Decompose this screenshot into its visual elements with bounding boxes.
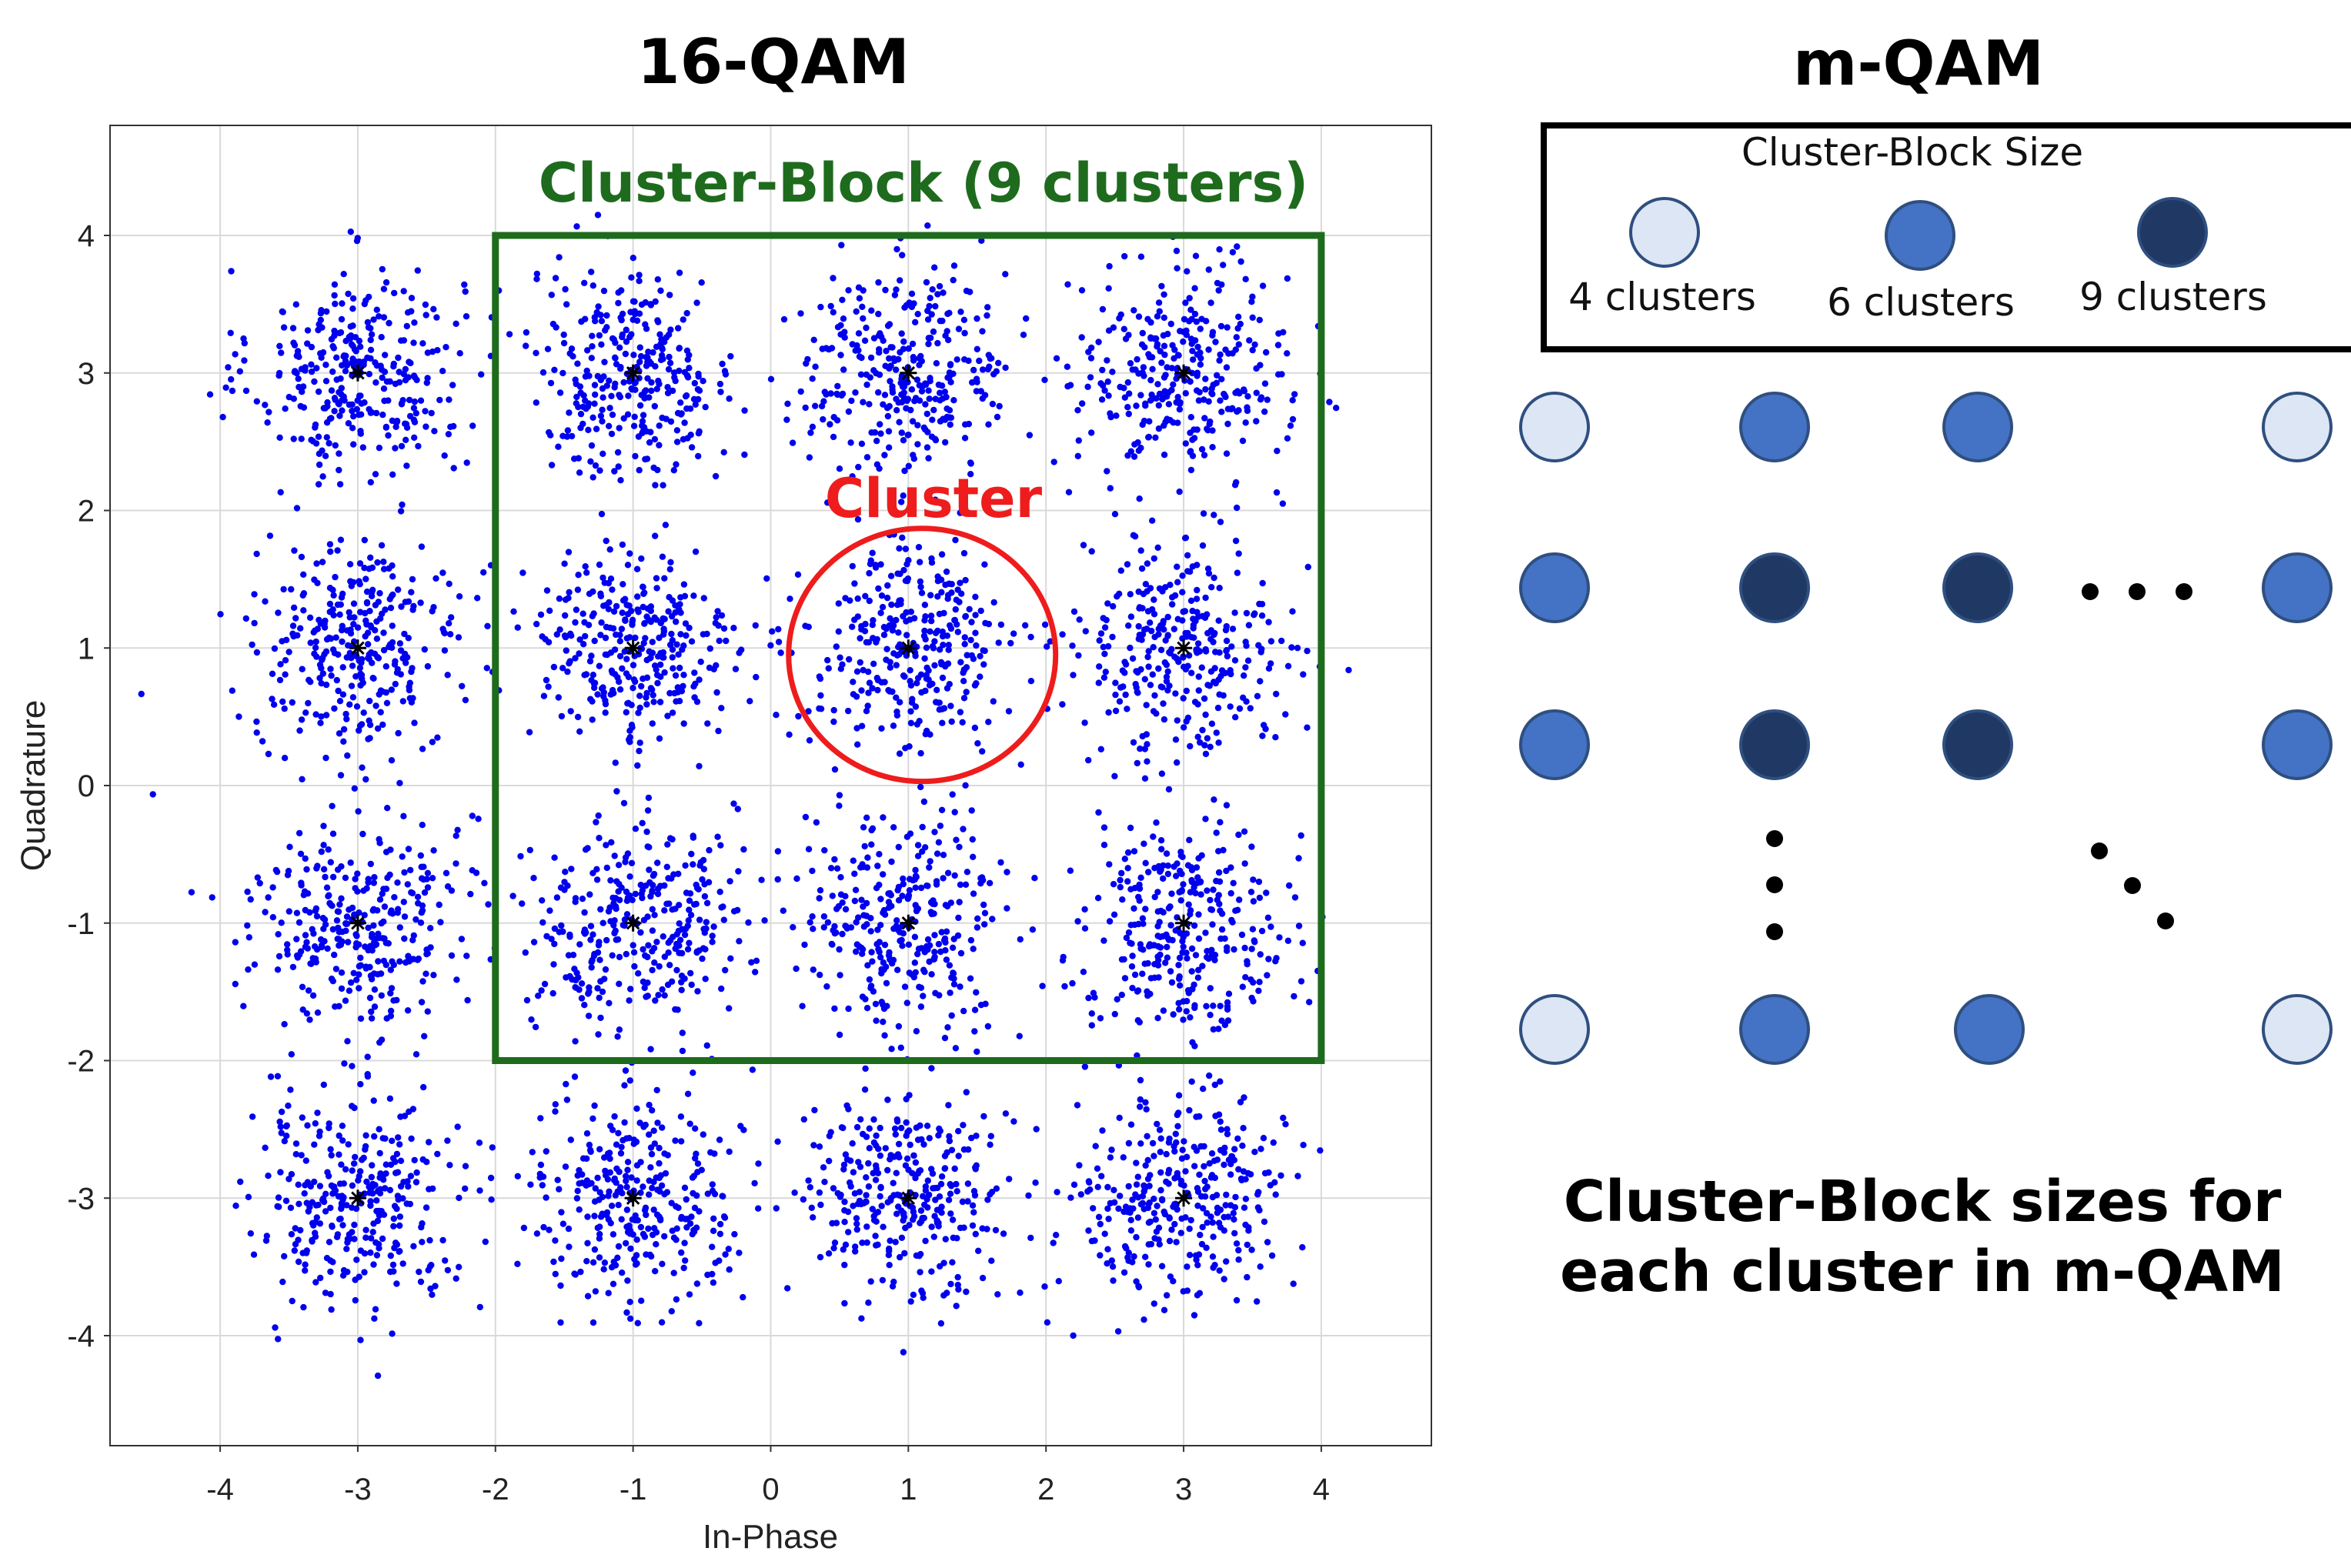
y-tick-label: -1	[67, 907, 95, 941]
x-tick-label: 0	[762, 1473, 779, 1506]
ellipsis-dot	[1766, 876, 1783, 893]
y-tick-label: 1	[78, 632, 95, 666]
y-tick-label: -4	[67, 1319, 95, 1353]
mqam-cluster-6-clusters	[2262, 709, 2333, 780]
constellation-point	[1175, 639, 1193, 657]
mqam-cluster-6-clusters	[1739, 392, 1810, 462]
mqam-cluster-4-clusters	[1519, 994, 1590, 1065]
ellipsis-dot	[2176, 583, 2192, 600]
scatter-plot: -4 -3 -2 -1 0 1 2 3 4 -4 -3 -2 -1 0 1 2 3 4	[67, 125, 1432, 1506]
continuation-dots	[1766, 583, 2192, 940]
legend: Cluster-Block Size 4 clusters 6 clusters…	[1541, 122, 2351, 352]
constellation-markers	[349, 364, 1193, 1207]
ellipsis-dot	[2091, 842, 2108, 859]
legend-title: Cluster-Block Size	[1742, 130, 2083, 175]
mqam-cluster-4-clusters	[2262, 392, 2333, 462]
ellipsis-dot	[2082, 583, 2099, 600]
constellation-point	[349, 364, 366, 382]
constellation-point	[624, 364, 642, 382]
ellipsis-dot	[1766, 923, 1783, 940]
mqam-cluster-6-clusters	[1519, 552, 1590, 623]
constellation-point	[1175, 1189, 1193, 1207]
x-tick-label: -4	[206, 1473, 234, 1506]
legend-label-6-clusters: 6 clusters	[1827, 280, 2015, 325]
y-tick-label: 3	[78, 357, 95, 391]
constellation-point	[349, 1189, 366, 1207]
legend-label-9-clusters: 9 clusters	[2079, 275, 2267, 319]
mqam-cluster-4-clusters	[1519, 392, 1590, 462]
constellation-point	[900, 639, 917, 657]
legend-swatch-9-clusters	[2137, 197, 2208, 268]
ellipsis-dot	[1766, 830, 1783, 847]
mqam-cluster-6-clusters	[1942, 392, 2013, 462]
mqam-cluster-9-clusters	[1942, 552, 2013, 623]
mqam-cluster-6-clusters	[1954, 994, 2025, 1065]
x-tick-label: 1	[900, 1473, 917, 1506]
ellipsis-dot	[2129, 583, 2146, 600]
constellation-point	[624, 914, 642, 932]
mqam-cluster-9-clusters	[1739, 709, 1810, 780]
mqam-cluster-4-clusters	[2262, 994, 2333, 1065]
caption-line-2: each cluster in m-QAM	[1560, 1239, 2285, 1305]
constellation-point	[900, 914, 917, 932]
x-tick-label: -1	[619, 1473, 647, 1506]
y-tick-label: -3	[67, 1182, 95, 1216]
x-tick-label: 4	[1313, 1473, 1330, 1506]
x-tick-label: -3	[344, 1473, 372, 1506]
constellation-point	[900, 1189, 917, 1207]
ellipsis-dot	[2124, 877, 2141, 894]
x-tick-label: 2	[1037, 1473, 1054, 1506]
y-tick-label: -2	[67, 1045, 95, 1079]
constellation-point	[1175, 914, 1193, 932]
cluster-block-box	[492, 232, 1325, 1064]
mqam-cluster-9-clusters	[1942, 709, 2013, 780]
y-axis-ticks: -4 -3 -2 -1 0 1 2 3 4	[67, 219, 110, 1353]
mqam-cluster-grid	[1519, 392, 2333, 1065]
x-tick-label: 3	[1175, 1473, 1192, 1506]
constellation-point	[900, 364, 917, 382]
cluster-block-label: Cluster-Block (9 clusters)	[539, 152, 1308, 215]
constellation-point	[349, 639, 366, 657]
mqam-cluster-9-clusters	[1739, 552, 1810, 623]
y-tick-label: 2	[78, 495, 95, 529]
left-panel-title: 16-QAM	[637, 26, 910, 98]
cluster-circle	[786, 525, 1059, 785]
x-axis-label: In-Phase	[703, 1518, 838, 1556]
mqam-cluster-6-clusters	[1519, 709, 1590, 780]
legend-swatch-6-clusters	[1885, 200, 1955, 271]
y-axis-label: Quadrature	[15, 700, 52, 872]
constellation-point	[624, 639, 642, 657]
constellation-point	[624, 1189, 642, 1207]
x-tick-label: -2	[482, 1473, 509, 1506]
constellation-point	[349, 914, 366, 932]
y-tick-label: 0	[78, 769, 95, 803]
ellipsis-dot	[2157, 912, 2174, 929]
caption-line-1: Cluster-Block sizes for	[1564, 1169, 2282, 1235]
mqam-cluster-6-clusters	[2262, 552, 2333, 623]
constellation-point	[1175, 364, 1193, 382]
legend-label-4-clusters: 4 clusters	[1568, 275, 1756, 319]
x-axis-ticks: -4 -3 -2 -1 0 1 2 3 4	[206, 1446, 1330, 1506]
legend-swatch-4-clusters	[1629, 197, 1700, 268]
mqam-cluster-6-clusters	[1739, 994, 1810, 1065]
y-tick-label: 4	[78, 219, 95, 253]
right-panel-title: m-QAM	[1793, 28, 2044, 99]
cluster-label: Cluster	[825, 467, 1043, 530]
